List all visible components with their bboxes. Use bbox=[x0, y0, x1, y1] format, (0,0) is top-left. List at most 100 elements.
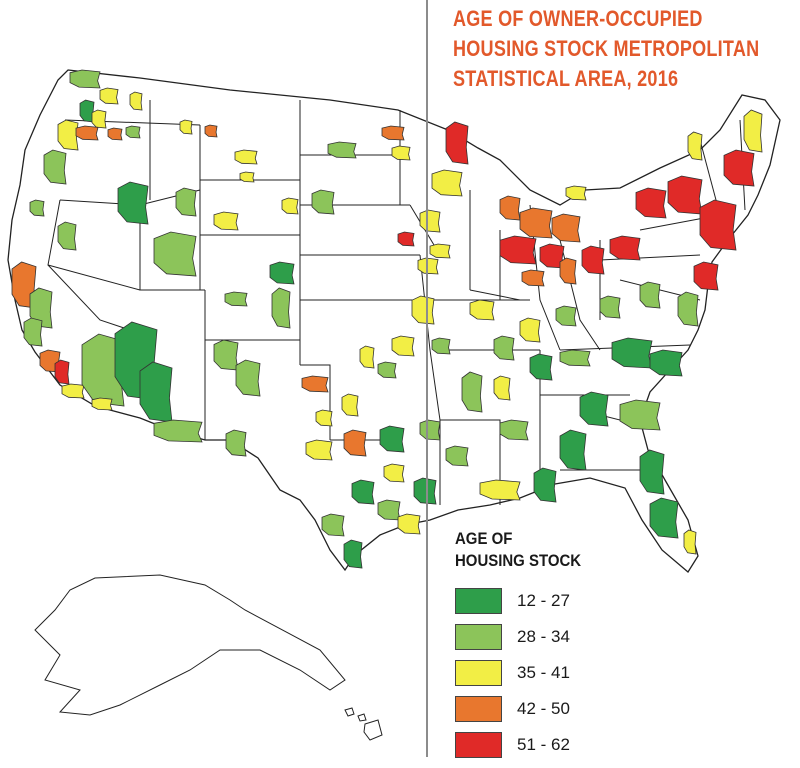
metro-area bbox=[57, 221, 77, 251]
metro-area bbox=[667, 175, 703, 215]
metro-area bbox=[499, 195, 521, 221]
metro-area bbox=[321, 513, 345, 537]
metro-area bbox=[429, 243, 451, 259]
metro-area bbox=[559, 429, 587, 471]
metro-area bbox=[391, 145, 411, 161]
metro-area bbox=[234, 149, 258, 165]
legend-title-line-2: HOUSING STOCK bbox=[455, 551, 582, 570]
metro-area bbox=[204, 124, 218, 138]
metro-area bbox=[125, 125, 141, 139]
metro-area bbox=[559, 349, 591, 367]
legend-item: 35 - 41 bbox=[455, 660, 655, 696]
metro-area bbox=[235, 359, 261, 397]
legend-title: AGE OF HOUSING STOCK bbox=[455, 528, 631, 572]
metro-area bbox=[411, 295, 435, 325]
metro-area bbox=[107, 127, 123, 141]
metro-area bbox=[609, 235, 641, 261]
metro-area bbox=[29, 199, 45, 217]
metro-area bbox=[551, 213, 581, 243]
metro-area bbox=[499, 419, 529, 441]
metro-area bbox=[519, 317, 541, 343]
legend-label: 42 - 50 bbox=[517, 699, 570, 718]
legend: AGE OF HOUSING STOCK 12 - 27 28 - 34 35 … bbox=[455, 528, 655, 768]
metro-area bbox=[75, 125, 99, 141]
metro-area bbox=[153, 231, 197, 277]
metro-area bbox=[555, 305, 577, 327]
metro-area bbox=[271, 287, 291, 329]
metro-area bbox=[521, 269, 545, 287]
metro-area bbox=[383, 463, 405, 483]
metro-area bbox=[649, 497, 679, 539]
metro-area bbox=[315, 409, 333, 427]
divider-line bbox=[426, 0, 428, 757]
metro-area bbox=[419, 419, 441, 441]
metro-area bbox=[305, 439, 333, 461]
legend-item: 12 - 27 bbox=[455, 588, 655, 624]
metro-area bbox=[693, 261, 719, 291]
metro-area bbox=[413, 477, 437, 505]
metro-area bbox=[687, 131, 703, 161]
metro-area bbox=[723, 149, 755, 187]
metro-area bbox=[343, 429, 367, 457]
metro-area bbox=[117, 181, 149, 225]
map-title: AGE OF OWNER-OCCUPIED HOUSING STOCK METR… bbox=[453, 4, 760, 94]
metro-area bbox=[639, 449, 665, 495]
title-line-1: AGE OF OWNER-OCCUPIED bbox=[453, 6, 703, 31]
metro-area bbox=[224, 291, 248, 307]
metro-area bbox=[599, 295, 621, 319]
metro-area bbox=[381, 125, 405, 141]
legend-swatch bbox=[455, 624, 502, 650]
metro-area bbox=[213, 211, 239, 231]
metro-area bbox=[69, 69, 101, 89]
metro-area bbox=[99, 87, 119, 105]
metro-area bbox=[683, 529, 697, 555]
metro-area bbox=[581, 245, 605, 275]
metro-areas bbox=[11, 69, 763, 569]
alaska-outline bbox=[34, 574, 346, 716]
legend-swatch bbox=[455, 588, 502, 614]
metro-area bbox=[677, 291, 699, 327]
metro-area bbox=[391, 335, 415, 357]
metro-area bbox=[419, 209, 441, 233]
legend-swatch bbox=[455, 696, 502, 722]
legend-item: 51 - 62 bbox=[455, 732, 655, 768]
metro-area bbox=[417, 257, 439, 275]
metro-area bbox=[343, 539, 363, 569]
legend-label: 51 - 62 bbox=[517, 735, 570, 754]
metro-area bbox=[213, 339, 239, 371]
metro-area bbox=[179, 119, 193, 135]
metro-area bbox=[649, 349, 683, 377]
metro-area bbox=[579, 391, 609, 427]
legend-label: 12 - 27 bbox=[517, 591, 570, 610]
metro-area bbox=[533, 467, 557, 503]
metro-area bbox=[139, 361, 173, 423]
metro-area bbox=[129, 91, 143, 111]
metro-area bbox=[377, 361, 397, 379]
metro-area bbox=[493, 335, 515, 361]
metro-area bbox=[499, 235, 537, 265]
metro-area bbox=[461, 371, 483, 413]
title-line-2: HOUSING STOCK METROPOLITAN bbox=[453, 36, 760, 61]
metro-area bbox=[639, 281, 661, 309]
metro-area bbox=[379, 425, 405, 453]
metro-area bbox=[397, 231, 415, 247]
metro-area bbox=[493, 375, 511, 401]
legend-item: 42 - 50 bbox=[455, 696, 655, 732]
metro-area bbox=[91, 397, 113, 411]
legend-swatch bbox=[455, 732, 502, 758]
metro-area bbox=[699, 199, 737, 251]
metro-area bbox=[359, 345, 375, 369]
metro-area bbox=[239, 171, 255, 183]
metro-area bbox=[281, 197, 299, 215]
metro-area bbox=[153, 419, 203, 443]
legend-items: 12 - 27 28 - 34 35 - 41 42 - 50 51 - 62 bbox=[455, 588, 655, 768]
metro-area bbox=[519, 207, 553, 239]
metro-area bbox=[377, 499, 401, 521]
metro-area bbox=[301, 375, 329, 393]
metro-area bbox=[269, 261, 295, 285]
metro-area bbox=[619, 399, 661, 431]
metro-area bbox=[225, 429, 247, 457]
metro-area bbox=[23, 317, 43, 347]
metro-area bbox=[54, 359, 70, 385]
